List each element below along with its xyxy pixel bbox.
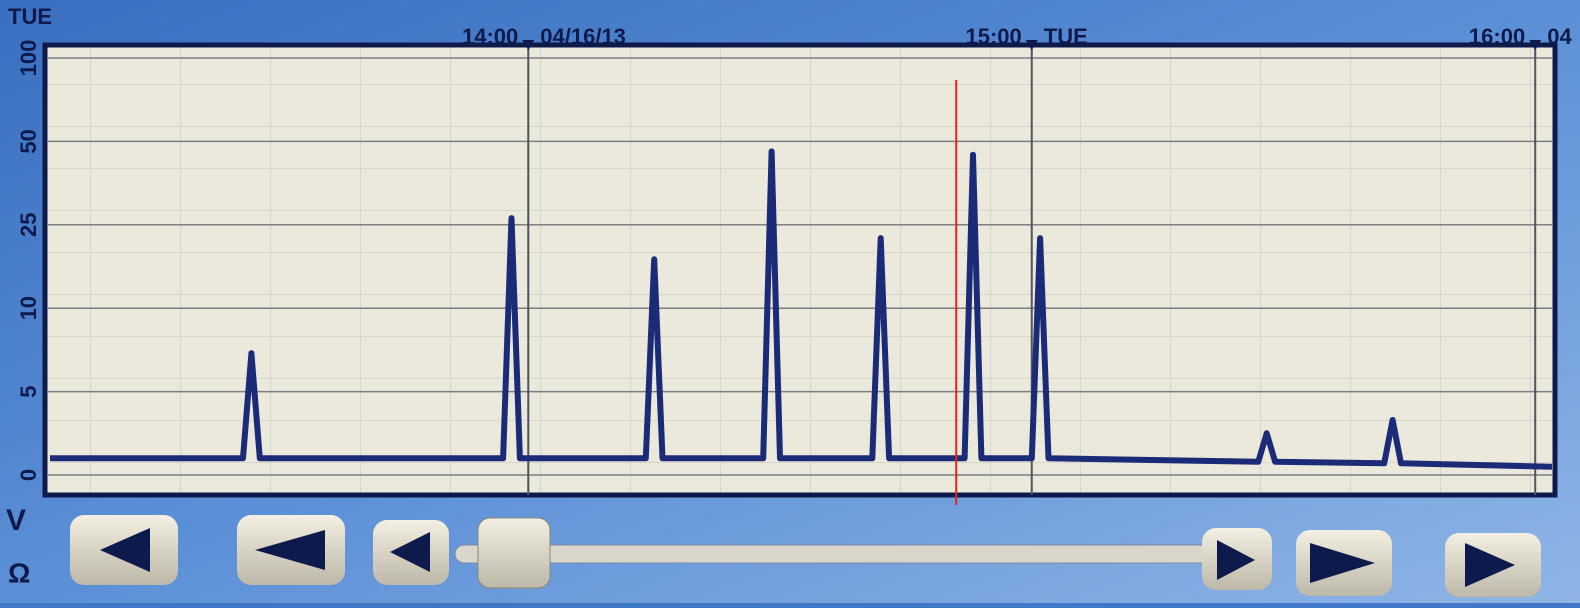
- x-tick-label: 14:00: [462, 24, 518, 49]
- x-tick-note: 04: [1547, 24, 1572, 49]
- plot-frame: [45, 45, 1555, 495]
- y-tick-label: 100: [16, 40, 41, 77]
- y-tick-label: 0: [16, 469, 41, 481]
- x-tick-note: 04/16/13: [540, 24, 626, 49]
- y-tick-label: 5: [16, 385, 41, 397]
- corner-label: TUE: [8, 4, 52, 29]
- x-tick-label: 15:00: [965, 24, 1021, 49]
- screen: TUE V Ω 0 5 10 25 50 100 14:00 04/16/13 15:00 TUE…: [0, 0, 1580, 603]
- unit-label: Ω: [8, 557, 30, 588]
- slider-thumb[interactable]: [478, 518, 550, 588]
- slider-track[interactable]: [455, 545, 1215, 563]
- y-tick-label: 25: [16, 213, 41, 237]
- x-tick-label: 16:00: [1469, 24, 1525, 49]
- y-tick-label: 10: [16, 296, 41, 320]
- x-tick-note: TUE: [1044, 24, 1088, 49]
- y-tick-label: 50: [16, 129, 41, 153]
- unit-label: V: [6, 504, 26, 537]
- page: TUE V Ω 0 5 10 25 50 100 14:00 04/16/13 15:00 TUE…: [0, 0, 1580, 603]
